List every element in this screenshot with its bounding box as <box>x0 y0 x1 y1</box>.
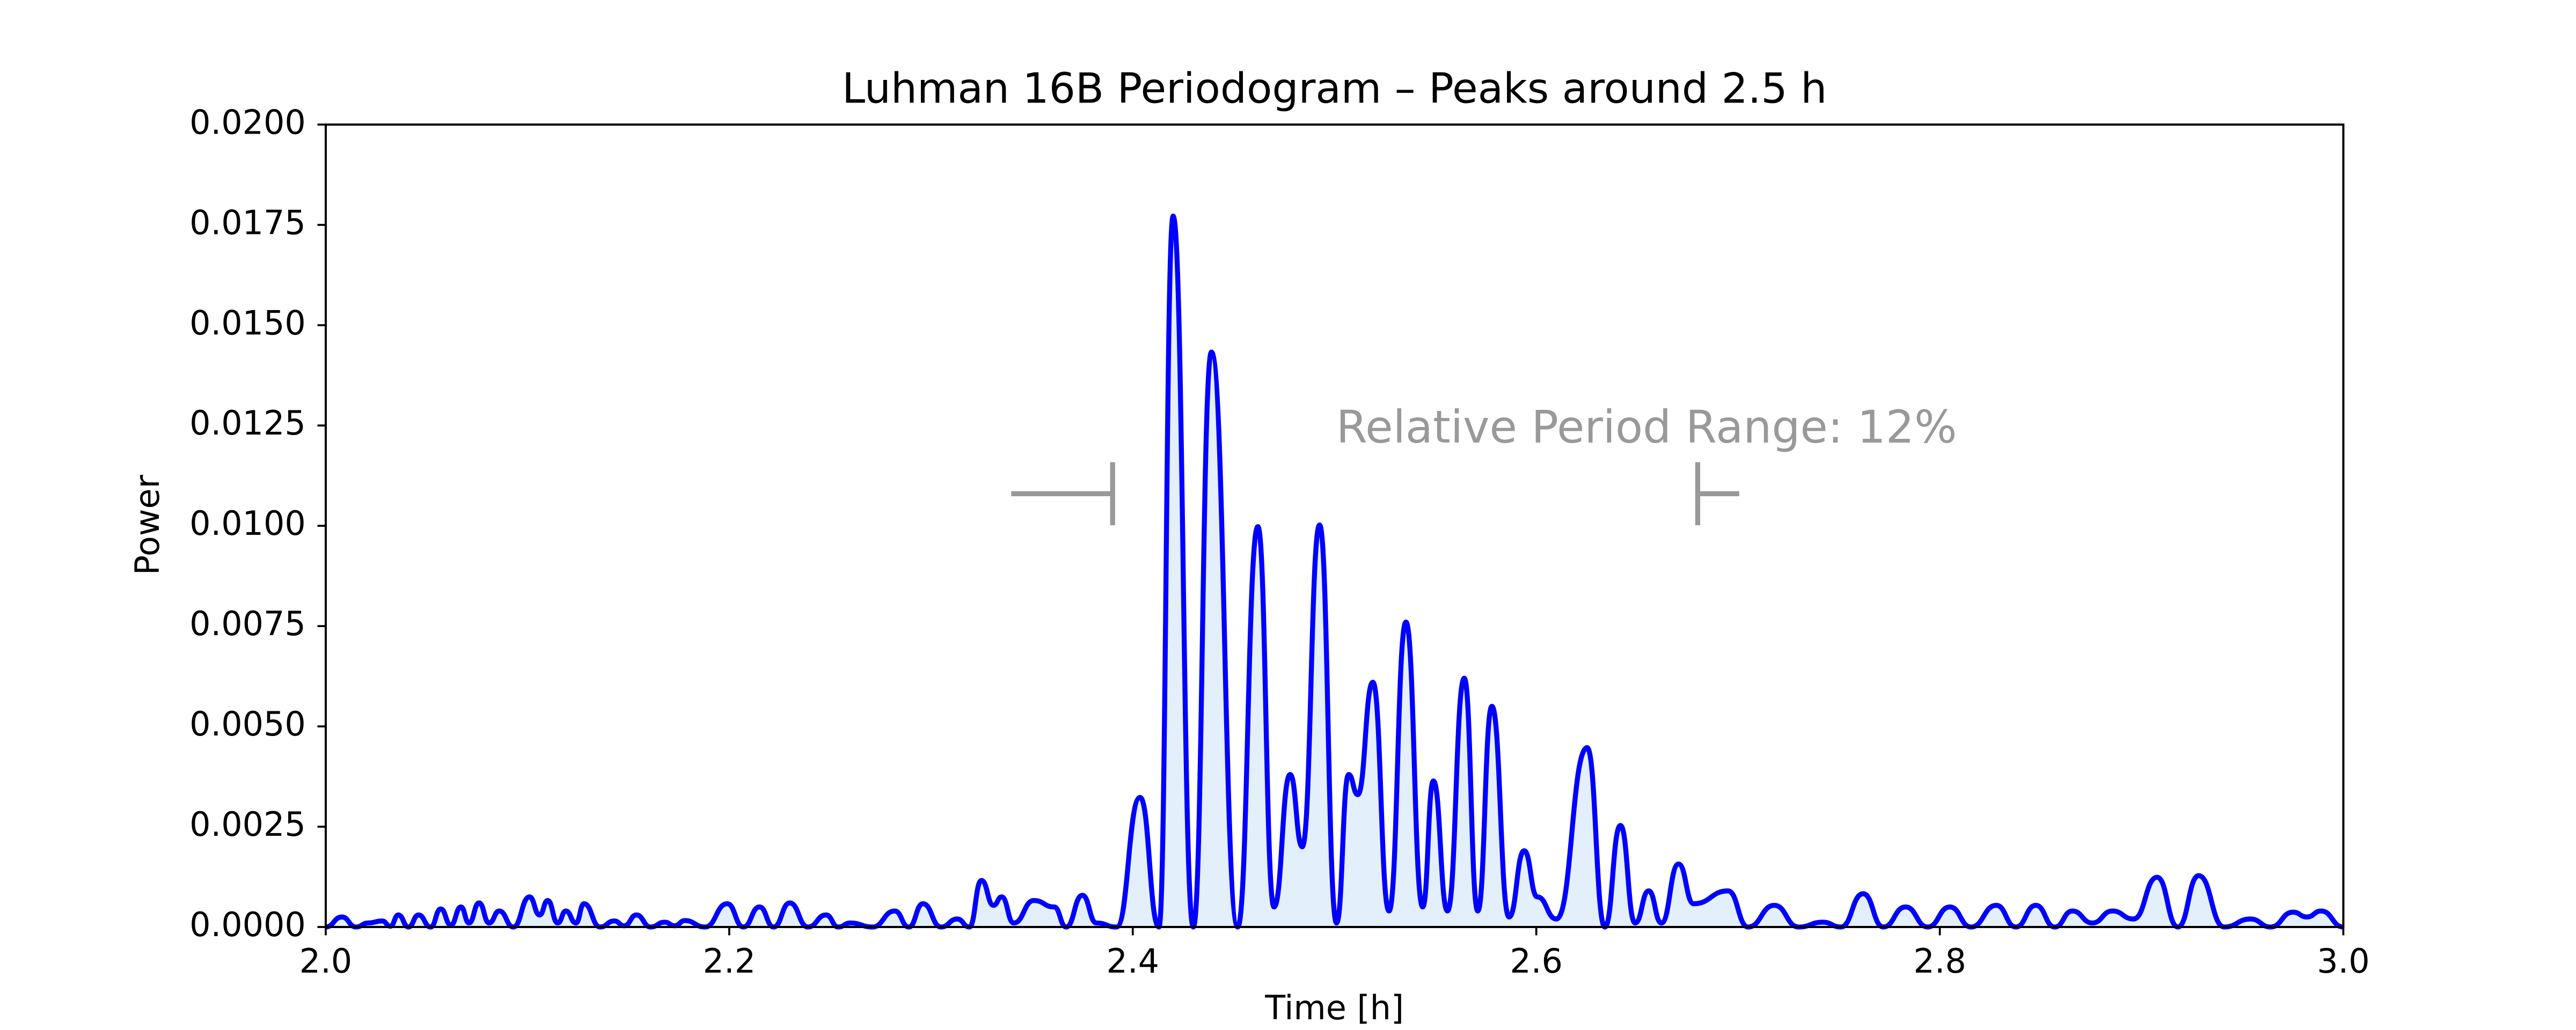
x-tick-label: 2.4 <box>1107 942 1159 981</box>
x-tick-label: 2.0 <box>299 942 352 981</box>
x-axis-label: Time [h] <box>1264 989 1404 1027</box>
y-tick-label: 0.0000 <box>189 906 306 944</box>
y-tick-label: 0.0100 <box>189 504 306 543</box>
x-tick-label: 3.0 <box>2317 942 2369 981</box>
y-tick-label: 0.0075 <box>189 605 306 643</box>
y-axis-label: Power <box>128 474 167 575</box>
y-tick-label: 0.0025 <box>189 805 306 844</box>
x-tick-label: 2.6 <box>1510 942 1562 981</box>
chart-title: Luhman 16B Periodogram – Peaks around 2.… <box>842 64 1827 113</box>
y-tick-label: 0.0150 <box>189 304 306 342</box>
y-tick-label: 0.0050 <box>189 705 306 744</box>
annotation: Relative Period Range: 12% <box>1336 401 1957 453</box>
series-line <box>325 214 2344 930</box>
y-tick-label: 0.0200 <box>189 103 306 142</box>
y-tick-label: 0.0125 <box>189 404 306 443</box>
x-tick-label: 2.2 <box>703 942 756 981</box>
y-tick-label: 0.0175 <box>189 203 306 242</box>
x-tick-label: 2.8 <box>1913 942 1966 981</box>
plot-area <box>325 214 2344 930</box>
